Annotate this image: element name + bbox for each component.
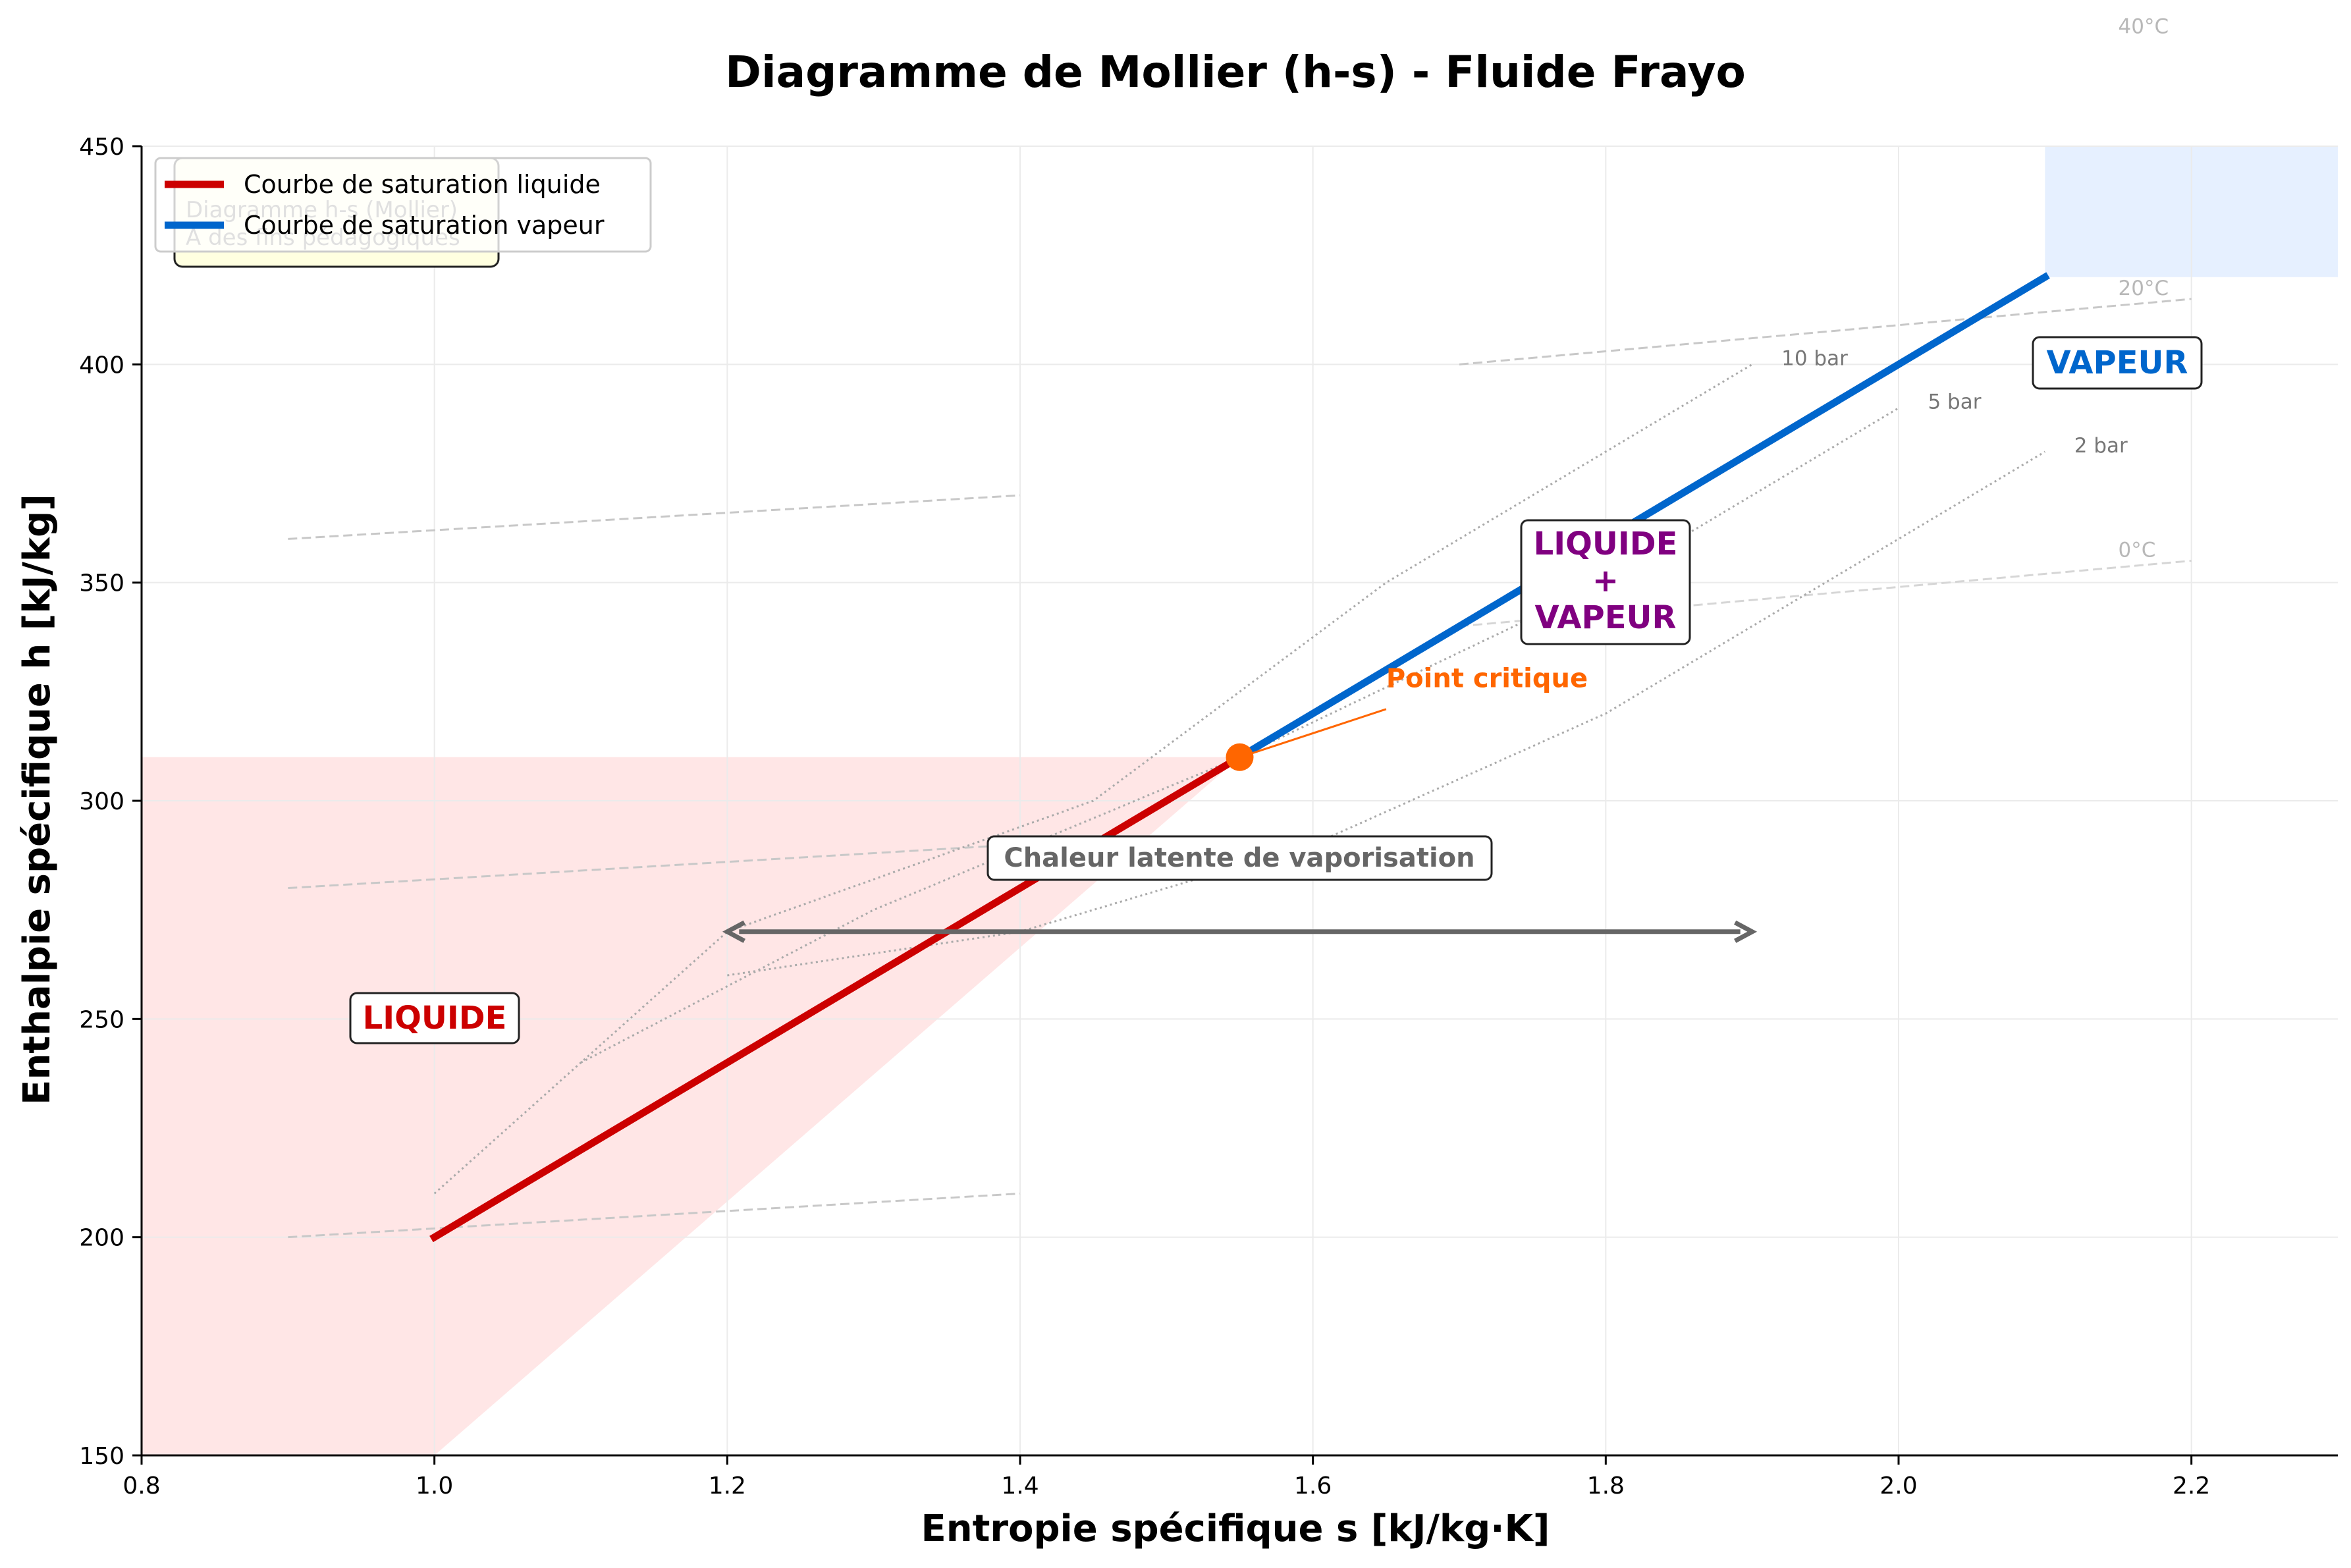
vapor-label-box [2032, 336, 2203, 390]
x-tick-label: 1.2 [709, 1473, 746, 1500]
isotherm-label: 20°C [2119, 277, 2169, 300]
latent-heat-label-box [986, 835, 1493, 881]
liquid-label-box [349, 992, 520, 1044]
isotherm-line [1459, 560, 2192, 628]
x-tick-label: 1.4 [1001, 1473, 1039, 1500]
legend: Courbe de saturation liquide Courbe de sa… [154, 157, 652, 253]
isotherm-line [288, 494, 1021, 540]
latent-heat-arrowhead-left [722, 920, 745, 943]
mixture-region-label: LIQUIDE [1534, 526, 1678, 562]
chart-title: Diagramme de Mollier (h-s) - Fluide Fray… [725, 47, 1746, 97]
latent-heat-arrowhead-right [1734, 920, 1758, 943]
isotherm-label: 40°C [2119, 14, 2169, 38]
y-tick-label: 150 [79, 1443, 124, 1470]
isotherm-line [1459, 298, 2192, 365]
isobar-label: 5 bar [1928, 391, 1981, 414]
y-axis-title: Enthalpie spécifique h [kJ/kg] [16, 494, 59, 1105]
y-tick-label: 450 [79, 134, 124, 161]
y-tick-label: 250 [79, 1006, 124, 1033]
latent-heat-label: Chaleur latente de vaporisation [1004, 843, 1474, 873]
critical-point-marker [1226, 743, 1254, 771]
y-tick-label: 400 [79, 352, 124, 379]
mixture-label-box [1520, 519, 1691, 645]
y-tick-label: 350 [79, 570, 124, 597]
x-tick-label: 1.8 [1587, 1473, 1625, 1500]
x-axis-title: Entropie spécifique s [kJ/kg·K] [921, 1507, 1550, 1550]
mixture-region-label: + [1592, 562, 1619, 599]
liquid-region-label: LIQUIDE [363, 1000, 507, 1037]
critical-point-label: Point critique [1386, 664, 1588, 694]
legend-box [154, 157, 652, 253]
vapor-region-label: VAPEUR [2047, 344, 2188, 381]
isotherm-line [288, 1192, 1021, 1239]
y-tick-label: 300 [79, 788, 124, 815]
isobar-line [433, 364, 1753, 1195]
isotherm-line [288, 843, 1021, 890]
y-tick-label: 200 [79, 1225, 124, 1252]
axes: 0.8 1.0 1.2 1.4 1.6 1.8 2.0 2.2 150 200 250 300 350 4… [79, 134, 2338, 1500]
vapor-saturation-curve [1234, 272, 2050, 763]
mixture-region-label: VAPEUR [1535, 599, 1677, 636]
x-tick-label: 2.2 [2173, 1473, 2210, 1500]
isobar-label: 10 bar [1781, 346, 1848, 370]
critical-point-arrow [1246, 708, 1387, 757]
legend-entry: Courbe de saturation vapeur [244, 211, 605, 240]
isotherm-label: 0°C [2119, 539, 2156, 562]
isobar-label: 2 bar [2074, 434, 2128, 458]
x-tick-label: 0.8 [122, 1473, 160, 1500]
legend-entry: Courbe de saturation liquide [244, 170, 601, 199]
x-tick-label: 1.0 [416, 1473, 453, 1500]
x-tick-label: 1.6 [1294, 1473, 1332, 1500]
x-tick-label: 2.0 [1879, 1473, 1917, 1500]
